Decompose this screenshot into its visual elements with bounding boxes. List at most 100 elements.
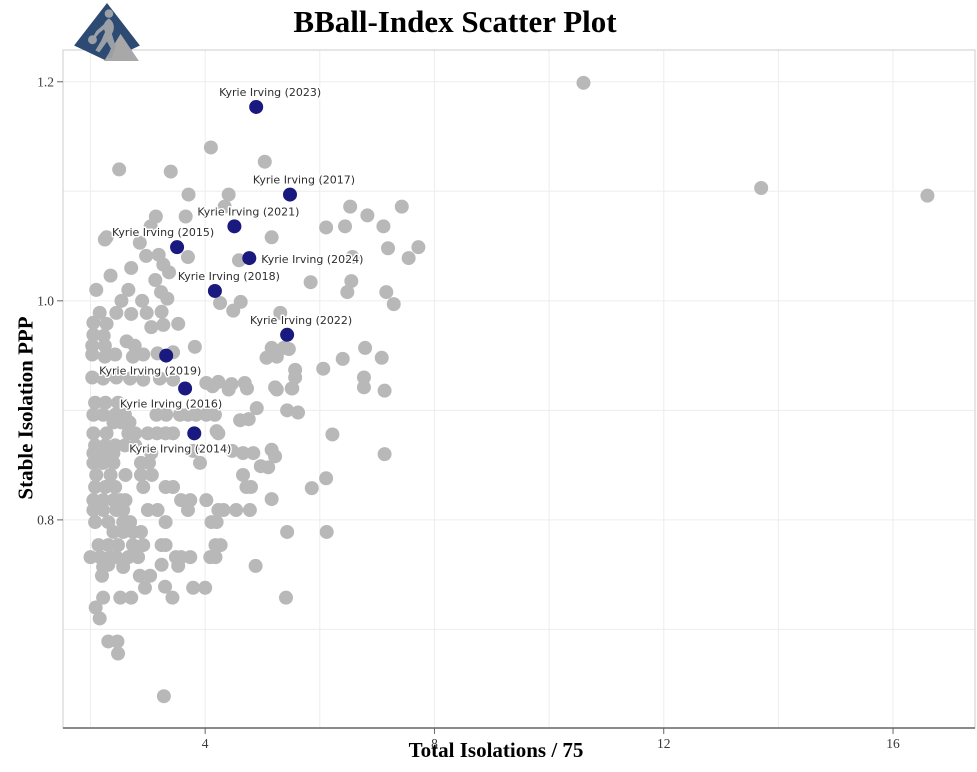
point-label: Kyrie Irving (2019) [99, 365, 201, 378]
background-point [158, 579, 173, 594]
background-point [411, 240, 426, 255]
background-point [137, 580, 152, 595]
background-point [211, 426, 226, 441]
x-tick-label: 8 [431, 736, 438, 751]
background-point [160, 291, 175, 306]
background-point [109, 305, 124, 320]
background-point [106, 455, 121, 470]
background-point [208, 550, 223, 565]
background-point [216, 503, 231, 518]
background-point [166, 426, 181, 441]
point-label: Kyrie Irving (2017) [253, 174, 355, 187]
kyrie-point [282, 187, 297, 202]
background-point [280, 524, 295, 539]
background-point [88, 395, 103, 410]
background-point [101, 557, 116, 572]
background-point [106, 446, 121, 461]
background-point [91, 538, 106, 553]
background-point [96, 493, 111, 508]
background-point [86, 407, 101, 422]
background-point [291, 405, 306, 420]
background-point [261, 460, 276, 475]
background-point [285, 381, 300, 396]
background-point [244, 480, 259, 495]
background-point [920, 188, 935, 203]
background-point [213, 296, 228, 311]
background-point [86, 426, 101, 441]
background-point [241, 412, 256, 427]
background-point [158, 538, 173, 553]
background-point [144, 467, 159, 482]
background-point [264, 492, 279, 507]
background-point [180, 250, 195, 265]
background-point [316, 361, 331, 376]
background-point [106, 524, 121, 539]
background-point [92, 611, 107, 626]
background-point [280, 403, 295, 418]
background-point [181, 187, 196, 202]
background-point [242, 503, 257, 518]
background-point [111, 538, 126, 553]
background-point [118, 467, 133, 482]
background-point [303, 275, 318, 290]
background-point [121, 282, 136, 297]
background-point [143, 219, 158, 234]
background-point [86, 455, 101, 470]
background-point [89, 282, 104, 297]
background-point [343, 199, 358, 214]
background-point [103, 467, 118, 482]
background-point [125, 538, 140, 553]
background-point [86, 446, 101, 461]
background-point [124, 306, 139, 321]
background-point [288, 370, 303, 385]
background-point [108, 347, 123, 362]
background-point [344, 274, 359, 289]
background-point [248, 558, 263, 573]
background-point [249, 401, 264, 416]
background-point [135, 293, 150, 308]
background-point [96, 446, 111, 461]
background-point [96, 455, 111, 470]
background-point [386, 297, 401, 312]
background-point [358, 340, 373, 355]
background-point [356, 380, 371, 395]
background-point [394, 199, 409, 214]
background-point [345, 250, 360, 265]
background-point [233, 294, 248, 309]
background-point [281, 342, 296, 357]
background-point [86, 315, 101, 330]
background-point [103, 268, 118, 283]
background-point [112, 162, 127, 177]
background-point [356, 370, 371, 385]
background-point [229, 503, 244, 518]
background-point [235, 446, 250, 461]
background-point [154, 557, 169, 572]
background-point [108, 480, 123, 495]
background-point [319, 220, 334, 235]
background-point [128, 438, 143, 453]
background-point [325, 427, 340, 442]
background-point [110, 634, 125, 649]
background-point [148, 273, 163, 288]
background-point [171, 316, 186, 331]
kyrie-point [187, 426, 202, 441]
background-point [205, 379, 220, 394]
background-point [180, 503, 195, 518]
plot-panel-border [62, 49, 976, 729]
background-point [86, 327, 101, 342]
background-point [186, 443, 201, 458]
point-label: Kyrie Irving (2023) [219, 86, 321, 99]
background-point [85, 370, 100, 385]
background-point [144, 320, 159, 335]
background-point [374, 350, 389, 365]
background-point [94, 568, 109, 583]
background-point [203, 140, 218, 155]
background-point [124, 590, 139, 605]
y-tick-label: 0.8 [37, 512, 54, 527]
background-point [124, 260, 139, 275]
background-point [360, 208, 375, 223]
x-tick-label: 16 [886, 736, 900, 751]
background-point [225, 443, 240, 458]
background-point [207, 407, 222, 422]
point-label: Kyrie Irving (2021) [197, 205, 299, 218]
